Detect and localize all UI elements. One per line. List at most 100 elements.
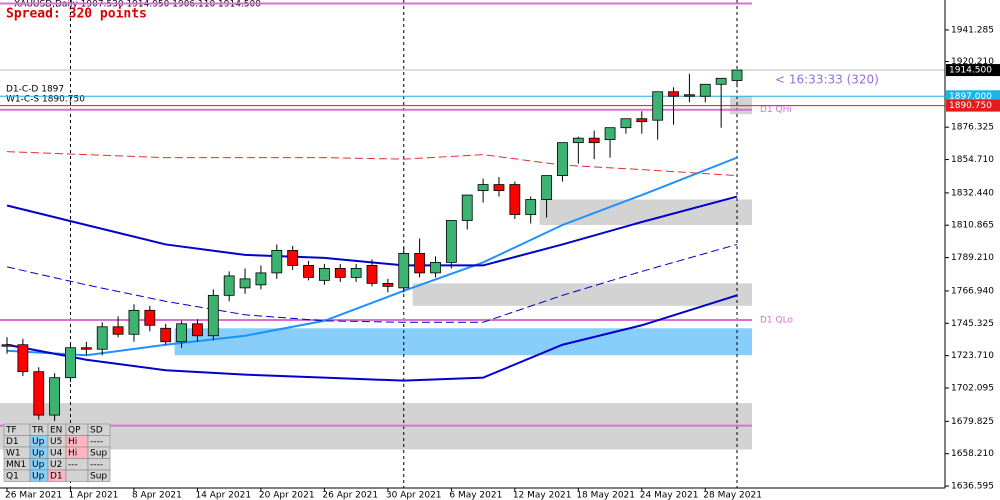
x-tick-label: 28 May 2021 — [703, 491, 762, 500]
table-text: W1 — [6, 448, 21, 458]
x-tick-label: 26 Apr 2021 — [322, 491, 378, 500]
candle-body — [303, 265, 314, 278]
candle-body — [192, 323, 203, 337]
candle-body — [557, 142, 568, 176]
candle-body — [461, 194, 473, 221]
candle-body — [366, 265, 378, 284]
table-text: D1 — [6, 437, 19, 447]
candle-body — [731, 69, 743, 81]
candle-body — [1, 344, 13, 347]
y-tick-label: 1766.940 — [951, 286, 994, 296]
candle-body — [255, 272, 267, 286]
candle-body — [334, 267, 346, 278]
candle-body — [223, 275, 235, 296]
y-tick-label: 1920.210 — [951, 57, 994, 67]
table-text: TR — [31, 425, 44, 435]
table-text: ---- — [90, 460, 103, 470]
x-tick-label: 30 Apr 2021 — [386, 491, 442, 500]
table-text: EN — [50, 425, 62, 435]
candle-body — [445, 220, 457, 263]
table-text: Sup — [90, 448, 107, 458]
y-tick-label: 1941.285 — [951, 25, 994, 35]
indicator-line — [6, 156, 738, 357]
table-text: SD — [90, 425, 103, 435]
candle-body — [160, 327, 172, 343]
indicator-line — [6, 294, 738, 382]
countdown: < 16:33:33 (320) — [775, 73, 879, 87]
candle-body — [430, 262, 441, 274]
candle-body — [80, 347, 92, 350]
d1-level-label: D1-C-D 1897 — [6, 85, 64, 95]
table-text: TF — [5, 425, 17, 435]
table-text: ---- — [90, 437, 103, 447]
table-text: QP — [68, 425, 81, 435]
price-marker-label: 1914.500 — [949, 66, 992, 76]
x-tick-label: 20 Apr 2021 — [259, 491, 315, 500]
table-text: Hi — [68, 437, 77, 447]
x-tick-label: 8 Apr 2021 — [132, 491, 182, 500]
y-tick-label: 1810.865 — [951, 221, 994, 231]
candle-body — [17, 344, 29, 373]
candle-body — [414, 253, 426, 274]
candle-body — [684, 94, 695, 97]
price-marker-box — [946, 64, 1000, 77]
y-tick-label: 1702.095 — [951, 384, 994, 394]
candle-body — [350, 267, 362, 278]
table-text: Q1 — [6, 471, 19, 481]
table-text: Up — [32, 460, 45, 470]
candle-body — [207, 294, 219, 337]
level-label: D1 QLo — [760, 316, 793, 326]
table-cell — [65, 469, 89, 482]
candle-body — [572, 137, 584, 144]
candle-body — [509, 184, 521, 215]
table-text: Up — [32, 448, 45, 458]
candle-body — [699, 83, 711, 97]
y-tick-label: 1658.210 — [951, 449, 994, 459]
table-text: Up — [32, 471, 45, 481]
table-text: U5 — [50, 437, 62, 447]
candle-body — [620, 118, 632, 129]
candle-body — [33, 371, 45, 416]
table-text: --- — [68, 460, 78, 470]
price-marker-label: 1890.750 — [949, 101, 992, 111]
spread: Spread: 320 points — [6, 7, 147, 22]
y-tick-label: 1854.710 — [951, 155, 994, 165]
x-tick-label: 1 Apr 2021 — [68, 491, 118, 500]
x-tick-label: 12 May 2021 — [513, 491, 572, 500]
table-text: U4 — [50, 448, 63, 458]
candle-body — [398, 253, 410, 289]
price-marker-box — [946, 99, 1000, 112]
candle-body — [604, 127, 616, 141]
table-text: Sup — [90, 471, 107, 481]
candle-body — [541, 175, 552, 200]
candle-body — [636, 118, 648, 123]
table-text: MN1 — [6, 460, 26, 470]
table-text: Hi — [68, 448, 77, 458]
x-tick-label: 14 Apr 2021 — [195, 491, 251, 500]
y-tick-label: 1636.595 — [951, 482, 994, 492]
candle-body — [144, 309, 156, 326]
w1-level-label: W1-C-S 1890.750 — [6, 95, 85, 105]
x-tick-label: 6 May 2021 — [449, 491, 502, 500]
candle-body — [49, 377, 61, 416]
table-text: D1 — [50, 471, 63, 481]
y-tick-label: 1679.825 — [951, 417, 994, 427]
candle-body — [652, 91, 664, 121]
candle-body — [477, 184, 489, 191]
candle-body — [271, 250, 283, 274]
candle-body — [493, 184, 505, 191]
candle-body — [382, 282, 394, 287]
y-tick-label: 1745.325 — [951, 319, 994, 329]
candle-body — [318, 267, 330, 281]
y-tick-label: 1876.325 — [951, 123, 994, 133]
y-tick-label: 1789.210 — [951, 253, 994, 263]
x-tick-label: 24 May 2021 — [640, 491, 699, 500]
y-tick-label: 1723.710 — [951, 351, 994, 361]
indicator-line — [6, 243, 738, 323]
candle-body — [239, 278, 251, 289]
table-text: Up — [32, 437, 45, 447]
zone — [174, 328, 752, 356]
candle-body — [287, 250, 299, 266]
candle-body — [525, 199, 537, 215]
